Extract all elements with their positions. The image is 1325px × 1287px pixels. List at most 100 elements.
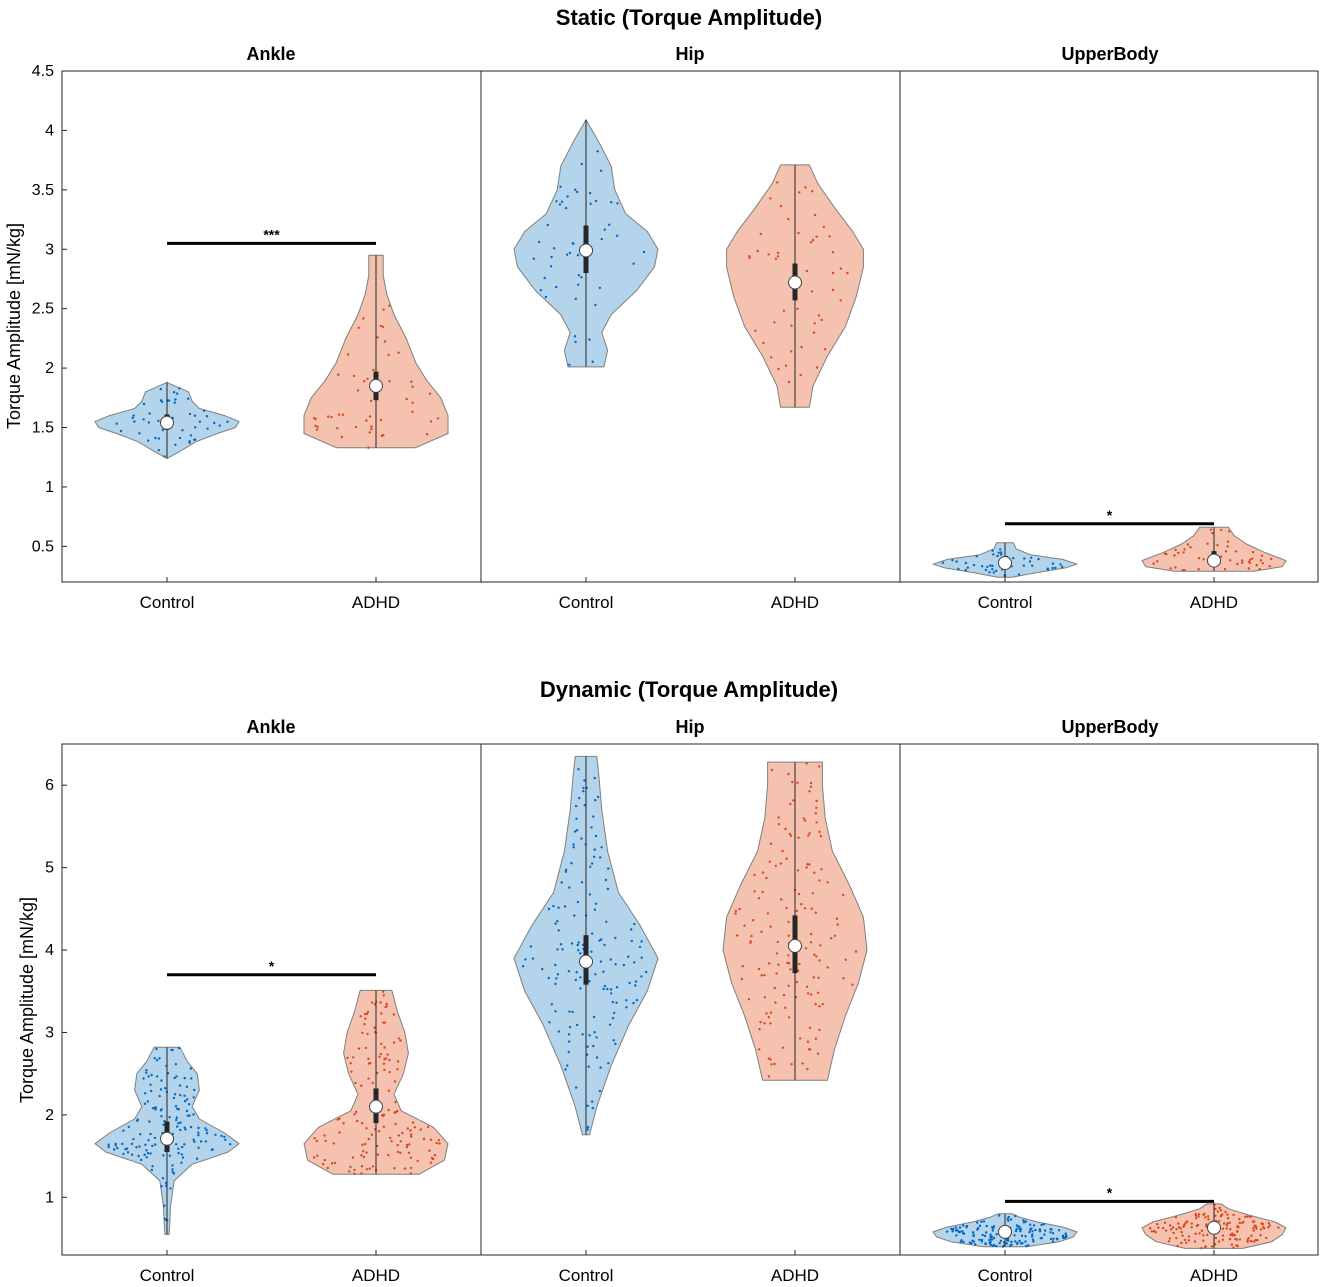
data-point-adhd — [409, 1172, 412, 1175]
data-point-control — [1019, 1242, 1023, 1245]
data-point-control — [1052, 1237, 1055, 1241]
data-point-control — [549, 265, 553, 268]
data-point-adhd — [796, 307, 799, 310]
data-point-control — [531, 957, 535, 960]
data-point-adhd — [367, 1137, 370, 1141]
panel-title-dynamic-ankle: Ankle — [246, 717, 295, 737]
data-point-adhd — [327, 415, 330, 418]
data-point-control — [205, 1129, 208, 1132]
data-point-control — [630, 939, 633, 943]
data-point-adhd — [1183, 568, 1186, 572]
data-point-adhd — [813, 871, 816, 874]
data-point-adhd — [784, 1006, 787, 1009]
data-point-control — [563, 905, 567, 908]
data-point-control — [194, 426, 197, 429]
data-point-adhd — [790, 324, 793, 327]
data-point-adhd — [776, 181, 779, 184]
panel-title-static-upperbody: UpperBody — [1061, 44, 1158, 64]
data-point-control — [976, 1228, 979, 1231]
data-point-adhd — [1229, 1228, 1232, 1231]
data-point-control — [572, 843, 575, 846]
data-point-adhd — [365, 1151, 368, 1154]
data-point-control — [146, 1152, 150, 1155]
data-point-adhd — [1173, 554, 1176, 557]
data-point-control — [958, 1230, 962, 1234]
data-point-control — [578, 796, 581, 800]
data-point-adhd — [813, 953, 816, 956]
data-point-control — [107, 1145, 110, 1149]
data-point-control — [595, 1056, 599, 1059]
data-point-control — [177, 1151, 180, 1155]
data-point-adhd — [1241, 1221, 1244, 1225]
data-point-adhd — [411, 410, 414, 413]
data-point-control — [567, 1033, 571, 1036]
data-point-control — [1006, 1217, 1009, 1221]
data-point-adhd — [1206, 1233, 1209, 1237]
data-point-adhd — [769, 1022, 772, 1025]
data-point-control — [989, 1243, 992, 1247]
data-point-adhd — [355, 1110, 358, 1114]
data-point-adhd — [763, 974, 766, 977]
data-point-adhd — [1219, 1209, 1223, 1212]
data-point-control — [595, 1036, 598, 1039]
data-point-control — [1037, 557, 1040, 561]
data-point-adhd — [359, 1015, 362, 1018]
data-point-adhd — [758, 1028, 761, 1031]
data-point-adhd — [1177, 1226, 1181, 1229]
data-point-control — [550, 255, 553, 259]
data-point-adhd — [831, 271, 835, 275]
data-point-control — [992, 1236, 996, 1240]
data-point-adhd — [1198, 1232, 1201, 1235]
data-point-control — [645, 970, 648, 974]
data-point-adhd — [360, 1154, 363, 1157]
data-point-control — [122, 1129, 125, 1132]
data-point-control — [151, 1107, 155, 1110]
data-point-control — [640, 975, 643, 978]
data-point-control — [147, 1075, 150, 1078]
data-point-adhd — [1226, 1216, 1230, 1220]
data-point-control — [991, 1229, 994, 1232]
data-point-adhd — [368, 431, 371, 434]
data-point-adhd — [806, 863, 809, 866]
data-point-control — [985, 1224, 988, 1228]
data-point-control — [941, 561, 945, 564]
data-point-adhd — [803, 907, 807, 910]
data-point-adhd — [422, 1137, 426, 1141]
data-point-adhd — [364, 1017, 367, 1020]
data-point-control — [992, 1225, 996, 1228]
data-point-adhd — [1186, 543, 1190, 546]
data-point-adhd — [370, 1133, 374, 1136]
data-point-adhd — [419, 1128, 422, 1131]
data-point-control — [1051, 566, 1054, 570]
data-point-adhd — [774, 1001, 777, 1004]
y-axis-label-static: Torque Amplitude [mN/kg] — [4, 223, 24, 429]
data-point-adhd — [1238, 1221, 1242, 1225]
data-point-control — [1061, 1234, 1065, 1238]
y-tick-label: 3 — [45, 1024, 54, 1041]
data-point-adhd — [1222, 1222, 1226, 1225]
y-tick-label: 1 — [45, 1189, 54, 1206]
data-point-adhd — [401, 1131, 404, 1135]
dynamic-row: Dynamic (Torque Amplitude) Ankle Hip Upp… — [17, 677, 1319, 1285]
data-point-adhd — [368, 1167, 371, 1170]
data-point-adhd — [315, 1139, 319, 1143]
data-point-control — [181, 429, 184, 432]
data-point-control — [151, 1165, 154, 1168]
data-point-adhd — [1229, 1233, 1232, 1237]
data-point-control — [1032, 1224, 1036, 1227]
data-point-control — [1019, 1230, 1022, 1233]
data-point-control — [1029, 1223, 1032, 1226]
data-point-control — [568, 886, 571, 889]
data-point-adhd — [795, 909, 798, 913]
data-point-adhd — [314, 424, 317, 427]
data-point-control — [1010, 1240, 1013, 1244]
data-point-control — [197, 1126, 200, 1130]
data-point-control — [158, 1094, 161, 1098]
data-point-adhd — [381, 325, 385, 328]
data-point-adhd — [1234, 1237, 1237, 1241]
data-point-control — [557, 906, 560, 909]
data-point-control — [990, 1238, 994, 1241]
data-point-control — [594, 834, 598, 838]
data-point-control — [1020, 1234, 1024, 1238]
data-point-control — [193, 438, 197, 441]
